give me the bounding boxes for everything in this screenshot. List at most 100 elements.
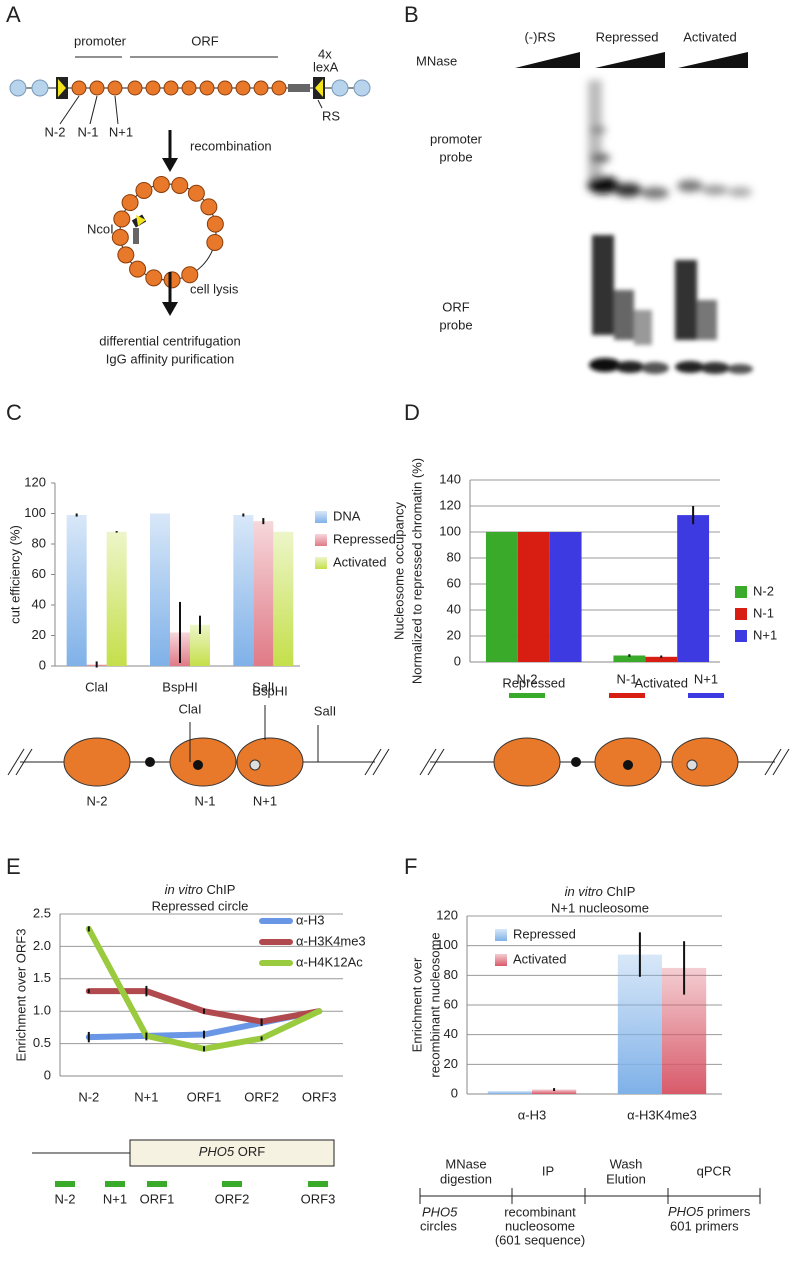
nucleosome (111, 228, 129, 246)
panel-b: (-)RS Repressed Activated MNase promoter… (416, 29, 753, 374)
legend-label: DNA (333, 508, 361, 523)
gene: PHO5 (668, 1204, 704, 1219)
site-label: SalI (314, 703, 336, 718)
label: 4x (318, 46, 332, 61)
y-tick-label: 60 (32, 566, 46, 581)
legend-label: N+1 (753, 627, 777, 642)
label: PHO5 primers (668, 1204, 751, 1219)
bar (549, 532, 582, 662)
label: NcoI (87, 221, 114, 236)
nucleosome (121, 194, 139, 212)
x-tick-label: ORF2 (244, 1089, 279, 1104)
site-label: BspHI (252, 683, 287, 698)
label: ORF (191, 33, 219, 48)
step: Wash (610, 1156, 643, 1171)
y-axis-label: cut efficiency (%) (7, 525, 22, 624)
bar (517, 532, 550, 662)
bar (485, 532, 518, 662)
charts: cut efficiency (%) 0 20 40 60 80 100 120 ClaI Bsp… (7, 458, 777, 1123)
y-axis-label: Nucleosome occupancy (391, 501, 406, 640)
label: MNase (416, 53, 457, 68)
y-tick-label: 0.5 (33, 1035, 51, 1050)
label: circles (420, 1218, 457, 1233)
x-tick-label: ORF1 (187, 1089, 222, 1104)
nucleosome-label: N-1 (195, 793, 216, 808)
panel-c-diagram: ClaI BspHI SalI N-2 N-1 N+1 (7, 683, 390, 808)
bar (106, 531, 127, 666)
legend-swatch (315, 534, 327, 546)
panel-d-diagram: N-2 N-1 N+1 (419, 671, 790, 787)
x-tick-label: ClaI (85, 679, 108, 694)
nucleosome (206, 215, 224, 233)
label: primers (707, 1204, 751, 1219)
nucleosome-label: N-2 (87, 793, 108, 808)
y-tick-label: 100 (24, 505, 46, 520)
nucleosome (135, 181, 153, 199)
y-tick-label: 120 (24, 474, 46, 489)
probe-label: probe (439, 149, 472, 164)
bar (532, 1089, 577, 1094)
legend-swatch (495, 954, 507, 966)
bar (66, 515, 87, 666)
bar (233, 515, 254, 666)
bar (677, 515, 710, 662)
y-tick-label: 120 (439, 497, 461, 512)
nucleosome (163, 271, 181, 289)
legend-label: Repressed (333, 531, 396, 546)
y-tick-label: 0 (454, 653, 461, 668)
amplicon-label: ORF3 (301, 1191, 336, 1206)
x-tick-label: Activated (635, 675, 688, 690)
step: Elution (606, 1171, 646, 1186)
bar (190, 624, 210, 666)
panel-e-diagram: PHO5 ORF N-2 N+1 ORF1 ORF2 ORF3 (32, 1139, 336, 1206)
gene-suffix: ORF (238, 1144, 266, 1159)
nucleosome (171, 176, 189, 194)
panel-a: promoter ORF 4x lexA N-2 N-1 N+1 RS reco… (9, 33, 371, 366)
legend-label: Activated (333, 554, 386, 569)
nucleosome-label: N+1 (253, 793, 277, 808)
nucleosome (152, 175, 170, 193)
panel-label: E (6, 854, 21, 879)
legend-swatch (495, 929, 507, 941)
label: 601 primers (670, 1218, 739, 1233)
amplicon-label: N+1 (103, 1191, 127, 1206)
bar-label: N-1 (617, 671, 638, 686)
y-tick-label: 40 (32, 596, 46, 611)
legend-label: Activated (513, 951, 566, 966)
legend-swatch (315, 511, 327, 523)
legend-swatch (735, 608, 747, 620)
x-tick-label: SalI (252, 679, 274, 694)
label: recombinant (504, 1204, 576, 1219)
probe-label: probe (439, 317, 472, 332)
step-label: recombination (190, 138, 272, 153)
y-tick-label: 60 (447, 575, 461, 590)
condition: Activated (683, 29, 736, 44)
title: ChIP (607, 884, 636, 899)
step: qPCR (697, 1163, 732, 1178)
gene: PHO5 (199, 1144, 235, 1159)
bar (253, 521, 274, 666)
step: IP (542, 1163, 554, 1178)
y-tick-label: 100 (436, 937, 458, 952)
step: MNase (445, 1156, 486, 1171)
nucleosome (129, 260, 147, 278)
y-axis-label: Enrichment over (409, 957, 424, 1052)
condition: Repressed (596, 29, 659, 44)
x-tick-label: BspHI (162, 679, 197, 694)
legend-label: α-H4K12Ac (296, 954, 363, 969)
y-tick-label: 80 (32, 535, 46, 550)
y-tick-label: 140 (439, 471, 461, 486)
panel-f-diagram: MNase digestion IP Wash Elution qPCR PHO… (419, 1156, 761, 1247)
nucleosome-label: N-2 (45, 124, 66, 139)
y-tick-label: 20 (32, 627, 46, 642)
panel-label: C (6, 400, 22, 425)
y-axis-label: Normalized to repressed chromatin (%) (409, 458, 424, 684)
y-tick-label: 80 (444, 967, 458, 982)
amplicon-label: ORF2 (215, 1191, 250, 1206)
label: nucleosome (505, 1218, 575, 1233)
bar (617, 954, 662, 1094)
y-tick-label: 0 (44, 1067, 51, 1082)
